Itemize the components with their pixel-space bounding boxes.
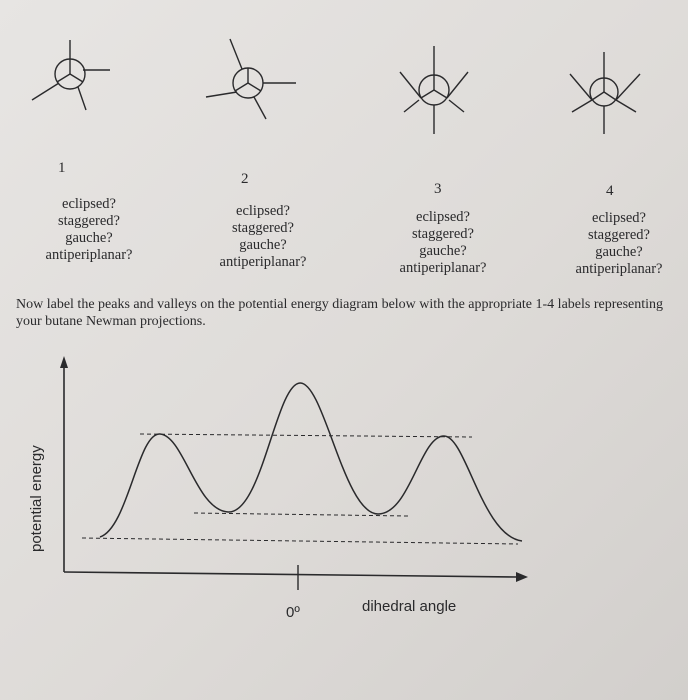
question-staggered: staggered? — [232, 220, 294, 236]
projection-number-3: 3 — [434, 181, 442, 197]
x-axis — [63, 571, 519, 578]
instructions-text: Now label the peaks and valleys on the p… — [16, 297, 664, 329]
x-axis-arrow — [516, 572, 528, 582]
energy-curve — [99, 382, 523, 542]
y-axis-arrow — [60, 356, 68, 368]
question-eclipsed: eclipsed? — [236, 203, 290, 219]
newman-projection-1 — [31, 40, 110, 111]
question-gauche: gauche? — [239, 237, 287, 253]
dashed-level-minimum — [81, 537, 519, 545]
question-gauche: gauche? — [419, 243, 467, 259]
projection-number-1: 1 — [58, 160, 66, 176]
question-eclipsed: eclipsed? — [416, 209, 470, 225]
projection-number-2: 2 — [241, 171, 249, 187]
question-block-2: eclipsed? staggered? gauche? antiperipla… — [198, 203, 328, 271]
question-block-3: eclipsed? staggered? gauche? antiperipla… — [378, 209, 508, 277]
newman-projection-3 — [399, 46, 469, 134]
question-block-4: eclipsed? staggered? gauche? antiperipla… — [554, 210, 684, 278]
question-staggered: staggered? — [588, 227, 650, 243]
question-gauche: gauche? — [65, 230, 113, 246]
question-antiperiplanar: antiperiplanar? — [219, 254, 307, 270]
question-antiperiplanar: antiperiplanar? — [575, 261, 663, 277]
question-antiperiplanar: antiperiplanar? — [399, 260, 487, 276]
question-block-1: eclipsed? staggered? gauche? antiperipla… — [24, 196, 154, 264]
y-axis-label: potential energy — [28, 445, 45, 552]
question-staggered: staggered? — [58, 213, 120, 229]
question-eclipsed: eclipsed? — [592, 210, 646, 226]
x-axis-label: dihedral angle — [362, 598, 457, 615]
dashed-level-gauche-valleys — [193, 512, 409, 517]
newman-projection-4 — [569, 52, 641, 134]
question-staggered: staggered? — [412, 226, 474, 242]
dashed-level-gauche-peaks — [139, 433, 473, 438]
newman-projection-2 — [205, 38, 296, 120]
x-tick-label-zero: 0º — [286, 604, 300, 621]
question-antiperiplanar: antiperiplanar? — [45, 247, 133, 263]
projection-number-4: 4 — [606, 183, 614, 199]
question-gauche: gauche? — [595, 244, 643, 260]
question-eclipsed: eclipsed? — [62, 196, 116, 212]
